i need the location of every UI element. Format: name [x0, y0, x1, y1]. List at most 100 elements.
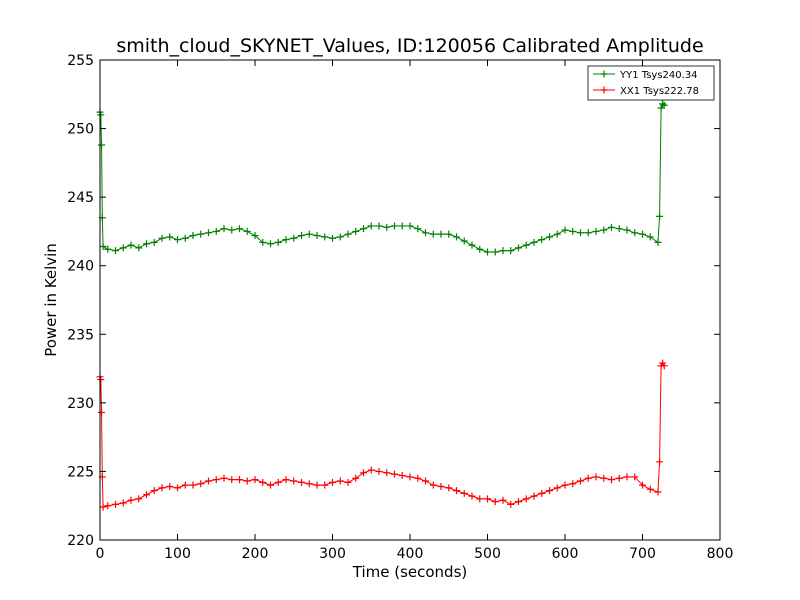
- data-point: [243, 477, 251, 485]
- data-point: [344, 478, 352, 486]
- legend-label: YY1 Tsys240.34: [619, 70, 698, 81]
- data-point: [600, 474, 608, 482]
- data-point: [298, 232, 305, 240]
- series-layer: [96, 100, 668, 511]
- data-point: [538, 236, 546, 244]
- data-point: [654, 238, 662, 246]
- data-point: [212, 476, 220, 484]
- data-point: [329, 478, 336, 486]
- data-point: [631, 229, 639, 237]
- data-point: [189, 481, 197, 489]
- y-tick-label: 245: [67, 190, 94, 206]
- y-axis-label: Power in Kelvin: [42, 243, 60, 357]
- data-point: [97, 376, 105, 384]
- data-point: [274, 238, 282, 246]
- data-point: [282, 236, 290, 244]
- data-point: [623, 226, 631, 234]
- data-point: [243, 227, 251, 235]
- data-point: [656, 458, 664, 466]
- data-point: [615, 474, 623, 482]
- legend: YY1 Tsys240.34 XX1 Tsys222.78: [587, 65, 715, 101]
- data-point: [99, 503, 107, 511]
- data-point: [546, 487, 553, 495]
- data-point: [212, 227, 220, 235]
- data-point: [476, 245, 484, 253]
- data-point: [228, 476, 236, 484]
- data-point: [143, 240, 150, 248]
- data-point: [228, 226, 236, 234]
- data-point: [375, 222, 383, 230]
- data-point: [453, 487, 460, 495]
- data-point: [406, 473, 414, 481]
- data-point: [515, 244, 522, 252]
- data-point: [104, 502, 112, 510]
- data-point: [522, 495, 530, 503]
- x-tick-label: 800: [707, 546, 734, 562]
- data-point: [608, 476, 615, 484]
- legend-box: [587, 65, 715, 101]
- data-point: [251, 476, 259, 484]
- data-point: [360, 469, 367, 477]
- data-point: [422, 477, 429, 485]
- x-tick-label: 100: [164, 546, 191, 562]
- data-point: [429, 481, 437, 489]
- data-point: [259, 478, 267, 486]
- data-point: [660, 101, 668, 109]
- plot-area: [96, 59, 721, 541]
- data-point: [530, 492, 538, 500]
- data-point: [220, 225, 228, 233]
- data-point: [205, 477, 212, 485]
- y-axis: 220 225 230 235 240 245 250 255: [67, 53, 720, 549]
- data-point: [104, 245, 112, 253]
- data-point: [298, 478, 305, 486]
- data-point: [112, 247, 119, 255]
- data-point: [445, 230, 453, 238]
- data-point: [158, 484, 166, 492]
- data-point: [135, 244, 143, 252]
- y-tick-label: 250: [67, 122, 94, 138]
- data-point: [507, 500, 515, 508]
- y-tick-label: 235: [67, 327, 94, 343]
- data-point: [631, 473, 639, 481]
- data-point: [181, 481, 189, 489]
- data-point: [360, 225, 367, 233]
- data-point: [119, 499, 127, 507]
- data-point: [181, 234, 189, 242]
- data-point: [584, 474, 592, 482]
- data-point: [174, 236, 181, 244]
- data-point: [499, 247, 507, 255]
- data-point: [600, 226, 608, 234]
- data-point: [135, 495, 143, 503]
- data-point: [592, 227, 600, 235]
- data-point: [453, 233, 460, 241]
- data-point: [313, 481, 321, 489]
- data-point: [150, 487, 158, 495]
- data-point: [659, 100, 667, 108]
- data-point: [406, 222, 414, 230]
- data-point: [99, 243, 107, 251]
- data-point: [329, 234, 336, 242]
- data-point: [577, 229, 584, 237]
- data-point: [251, 232, 259, 240]
- data-point: [660, 362, 668, 370]
- data-point: [623, 473, 631, 481]
- data-point: [646, 233, 654, 241]
- x-tick-label: 400: [397, 546, 424, 562]
- data-point: [522, 241, 530, 249]
- data-point: [491, 248, 499, 256]
- data-point: [336, 233, 344, 241]
- data-point: [569, 480, 577, 488]
- data-point: [445, 484, 453, 492]
- data-point: [267, 240, 274, 248]
- data-point: [267, 481, 274, 489]
- data-point: [460, 489, 468, 497]
- series-1: [96, 359, 668, 511]
- data-point: [166, 483, 174, 491]
- data-point: [367, 222, 375, 230]
- data-point: [367, 466, 375, 474]
- series-0: [96, 100, 668, 256]
- data-point: [476, 495, 484, 503]
- y-tick-label: 220: [67, 533, 94, 549]
- data-point: [654, 488, 662, 496]
- data-point: [383, 469, 391, 477]
